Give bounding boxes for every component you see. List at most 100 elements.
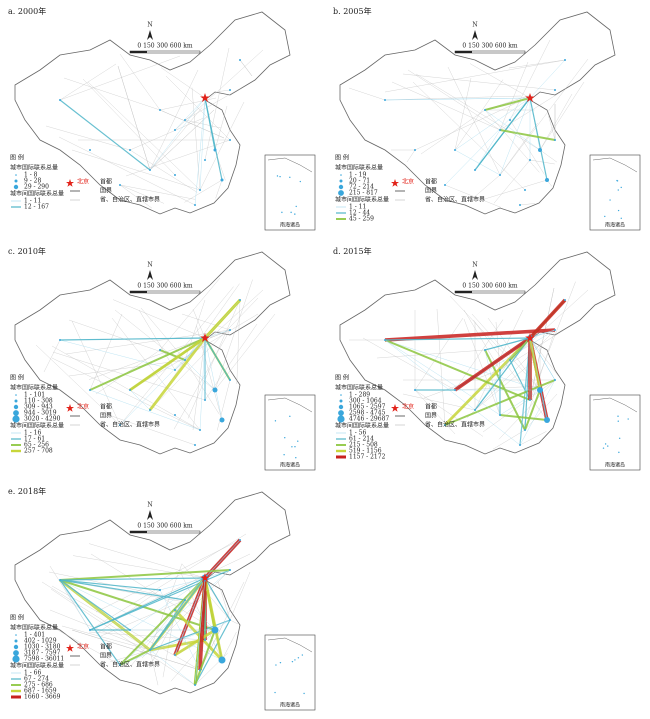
- city-node: [89, 149, 91, 151]
- inset-island: [617, 420, 619, 422]
- inset-island: [617, 415, 619, 417]
- node-legend-symbol: [337, 415, 345, 423]
- province-border: [35, 344, 121, 426]
- border-legend-label: 国界: [425, 188, 437, 195]
- city-node: [509, 359, 511, 361]
- capital-legend-star: [66, 404, 74, 412]
- node-legend-label: 4746 - 29687: [349, 416, 389, 423]
- city-node: [129, 629, 131, 631]
- city-node: [119, 424, 121, 426]
- city-link: [149, 619, 231, 651]
- city-node: [474, 169, 476, 171]
- scale-label: 0 150 300 600 km: [462, 283, 517, 290]
- city-node: [538, 148, 542, 152]
- node-legend-label: 402 - 1029: [24, 638, 57, 645]
- province-border: [102, 412, 196, 446]
- edge-legend-label: 1 - 11: [349, 204, 366, 211]
- province-border: [415, 73, 541, 151]
- panel-title: c. 2010年: [8, 246, 46, 256]
- inset-island: [294, 659, 296, 661]
- inset-label: 南海诸岛: [605, 462, 625, 469]
- province-border: [384, 59, 566, 93]
- city-node: [229, 379, 231, 381]
- inset-island: [294, 446, 296, 448]
- city-link: [529, 97, 548, 181]
- province-border: [221, 631, 237, 661]
- city-node: [174, 654, 176, 656]
- city-node: [499, 174, 501, 176]
- province-border: [509, 119, 545, 175]
- scale-bar-fill: [455, 291, 472, 293]
- edge-legend-label: 215 - 508: [349, 442, 378, 449]
- province-border: [159, 109, 225, 139]
- city-link: [59, 569, 231, 581]
- province-border: [187, 299, 241, 419]
- edge-legend-label: 17 - 61: [24, 436, 45, 443]
- city-link: [454, 149, 501, 176]
- inset-frame: [589, 394, 641, 471]
- city-link: [59, 579, 131, 631]
- province-border: [454, 319, 504, 391]
- province-border: [184, 87, 242, 121]
- city-link: [384, 339, 521, 446]
- edge-legend-label: 12 - 167: [24, 204, 49, 211]
- city-node: [220, 178, 224, 182]
- city-link: [384, 328, 556, 342]
- city-link: [384, 337, 531, 341]
- province-border: [239, 59, 253, 77]
- city-node: [499, 129, 501, 131]
- inset-coast: [267, 397, 313, 413]
- city-link: [204, 299, 241, 339]
- province-border: [499, 58, 589, 176]
- province-border: [173, 329, 231, 430]
- province-border: [348, 87, 386, 101]
- edge-legend-label: 1 - 66: [24, 670, 41, 677]
- capital-legend-star: [391, 404, 399, 412]
- node-legend-label: 1065 - 2597: [349, 404, 386, 411]
- inset-coast: [267, 157, 313, 173]
- city-node: [213, 148, 217, 152]
- node-legend-label: 215 - 817: [349, 190, 378, 197]
- node-legend-symbol: [340, 394, 342, 396]
- capital-star: [525, 333, 535, 343]
- province-border: [471, 174, 501, 200]
- city-node: [129, 389, 131, 391]
- province-border: [407, 69, 501, 131]
- city-link: [59, 99, 151, 171]
- capital-legend-name: 北京: [77, 403, 89, 411]
- province-border: [43, 339, 61, 373]
- city-link: [484, 109, 541, 151]
- province-border: [174, 49, 264, 131]
- node-legend-symbol: [15, 174, 17, 176]
- city-node: [184, 359, 186, 361]
- city-node: [554, 329, 556, 331]
- inset-island: [274, 420, 277, 422]
- province-border: [454, 79, 504, 151]
- edge-legend-label: 1 - 16: [24, 430, 41, 437]
- city-node: [519, 444, 521, 446]
- province-border: [215, 179, 223, 199]
- province-legend-label: 省、自治区、直辖市界: [100, 421, 160, 429]
- city-node: [89, 389, 91, 391]
- province-border: [236, 299, 241, 385]
- inset-island: [301, 654, 304, 656]
- edge-legend-label: 519 - 1156: [349, 448, 382, 455]
- node-legend-symbol: [339, 179, 343, 183]
- legend-title: 图 例: [335, 374, 349, 382]
- province-border: [209, 329, 231, 339]
- province-border: [406, 149, 416, 163]
- node-legend-symbol: [13, 404, 19, 410]
- edge-legend-label: 1157 - 2172: [349, 454, 386, 461]
- node-legend-title: 城市国际联系总量: [10, 624, 58, 632]
- province-border: [191, 87, 201, 191]
- border-legend-label: 国界: [100, 653, 112, 660]
- province-border: [129, 149, 198, 193]
- city-node: [499, 414, 501, 416]
- inset-label: 南海诸岛: [280, 462, 300, 469]
- node-legend-symbol: [12, 415, 20, 423]
- province-border: [214, 279, 253, 391]
- edge-legend-title: 城市间国际联系总量: [10, 422, 64, 430]
- province-border: [447, 66, 501, 176]
